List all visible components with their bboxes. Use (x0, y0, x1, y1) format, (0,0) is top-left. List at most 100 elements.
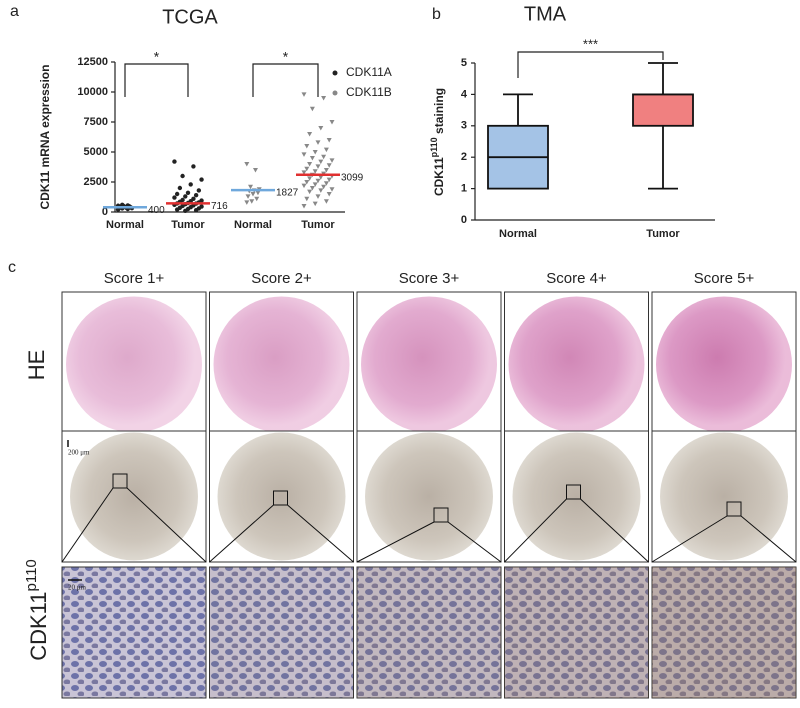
data-point (315, 140, 321, 145)
data-point (301, 204, 307, 209)
data-point (185, 190, 191, 195)
tile-frame (504, 566, 649, 699)
data-point (304, 166, 310, 172)
column-header: Score 5+ (694, 270, 755, 287)
data-point (312, 182, 318, 187)
y-axis-label: CDK11p110 staining (429, 88, 446, 196)
median-label: 716 (211, 201, 228, 212)
y-tick-label: 2500 (84, 176, 108, 188)
data-point (245, 194, 251, 199)
x-tick-label: Normal (106, 219, 144, 231)
data-point (309, 106, 315, 112)
column-header: Score 3+ (399, 270, 460, 287)
data-point (301, 183, 307, 189)
y-tick-label: 12500 (77, 56, 108, 68)
y-tick-label: 4 (461, 88, 468, 100)
data-point (304, 196, 310, 202)
median-label: 1827 (276, 188, 299, 199)
data-point (323, 147, 329, 153)
data-point (252, 168, 258, 173)
data-point (321, 154, 327, 160)
he-core (66, 296, 202, 433)
data-point (196, 188, 202, 193)
he-core (508, 296, 645, 433)
row-label: HE (24, 350, 49, 381)
data-point (318, 159, 324, 165)
significance-bracket (124, 63, 189, 97)
data-point (309, 186, 315, 191)
y-label-main: CDK11 (432, 157, 446, 196)
box (632, 93, 694, 127)
data-point (323, 181, 329, 186)
data-point (323, 168, 329, 173)
ihc-core (365, 432, 493, 561)
panel-label: b (432, 6, 441, 23)
legend-marker (332, 90, 338, 96)
data-point (120, 202, 125, 207)
data-point (172, 159, 177, 164)
data-point (193, 193, 199, 198)
he-core (361, 296, 497, 433)
stain-tint (209, 567, 354, 698)
significance-label: * (283, 49, 289, 65)
zoom-box (726, 501, 742, 517)
y-tick-label: 10000 (77, 86, 108, 98)
data-point (174, 191, 180, 197)
median-label: 400 (148, 205, 165, 216)
zoom-box (273, 490, 288, 506)
data-point (315, 164, 321, 169)
row-label-sup: p110 (23, 559, 40, 591)
y-label-rest: staining (432, 88, 446, 137)
zoom-line (126, 487, 207, 563)
y-tick-label: 0 (461, 214, 467, 226)
zoom-line (61, 487, 114, 563)
ihc-core (217, 432, 346, 561)
zoom-line (287, 504, 354, 563)
tile-frame (356, 566, 502, 699)
data-point (249, 199, 255, 204)
data-point (254, 196, 260, 202)
data-point (301, 92, 307, 97)
stain-tint (652, 567, 796, 698)
data-point (248, 184, 254, 190)
data-point (326, 177, 332, 183)
column-header: Score 2+ (251, 270, 312, 287)
tile-frame (61, 566, 207, 699)
data-point (193, 208, 199, 213)
row-label: CDK11p110 (23, 559, 51, 661)
data-point (183, 208, 188, 213)
data-point (315, 194, 321, 199)
data-point (177, 185, 183, 191)
data-point (326, 192, 332, 197)
data-point (321, 184, 327, 190)
data-point (318, 175, 324, 180)
data-point (307, 189, 313, 195)
zoom-line (651, 515, 728, 563)
row-label-main: CDK11 (26, 591, 51, 660)
ihc-core (660, 432, 788, 561)
x-tick-label: Tumor (171, 219, 205, 231)
data-point (318, 126, 324, 131)
ihc-core (70, 432, 198, 561)
data-point (326, 163, 332, 168)
significance-bracket (252, 63, 319, 97)
data-point (174, 207, 180, 212)
data-point (244, 162, 250, 167)
data-point (309, 156, 315, 161)
zoom-box (433, 507, 449, 523)
data-point (250, 192, 256, 197)
y-tick-label: 7500 (84, 116, 108, 128)
significance-label: *** (583, 36, 598, 51)
legend-label: CDK11B (346, 85, 392, 99)
zoom-line (504, 498, 567, 563)
x-tick-label: Normal (234, 219, 272, 231)
data-point (321, 96, 327, 101)
median-label: 3099 (341, 172, 364, 183)
stain-tint (504, 567, 649, 698)
chart-title: TCGA (162, 6, 218, 28)
data-point (307, 162, 313, 167)
data-point (329, 187, 335, 192)
data-point (307, 176, 313, 181)
data-point (329, 158, 335, 163)
